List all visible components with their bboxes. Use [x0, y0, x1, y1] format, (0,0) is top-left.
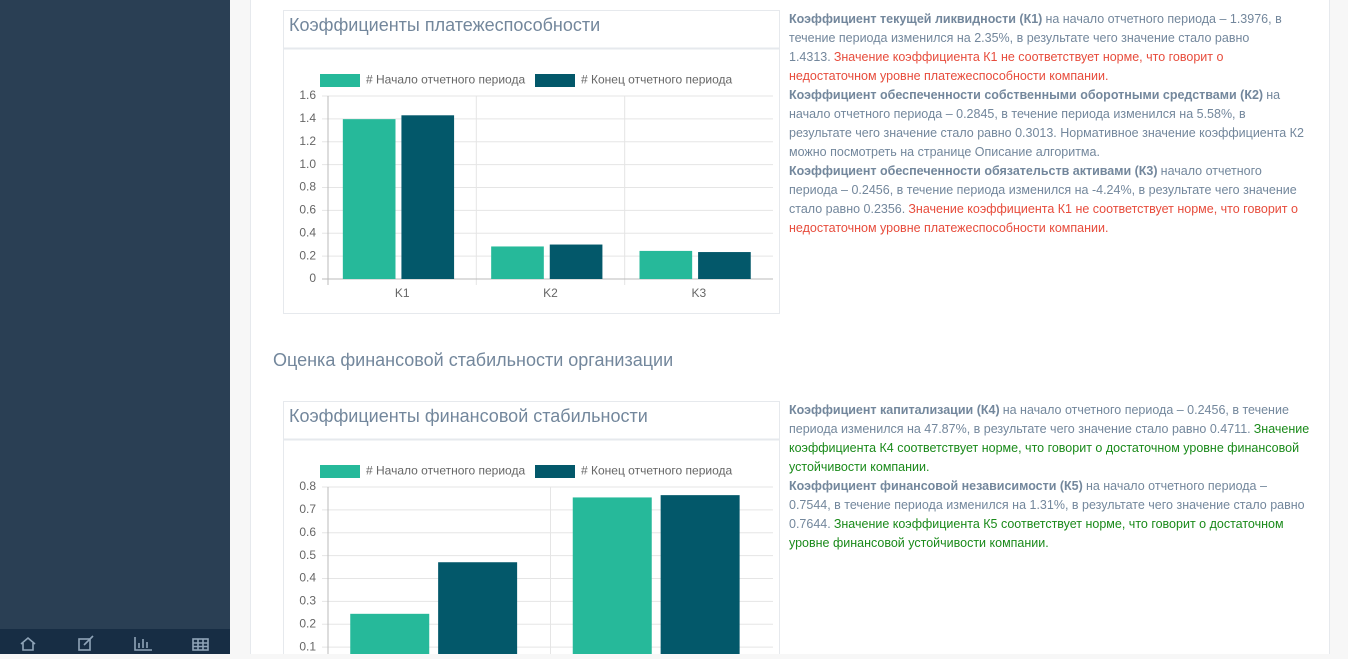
norm-warning: Значение коэффициента К1 не соответствуе… — [789, 50, 1224, 83]
bar — [698, 252, 751, 279]
legend-label: # Начало отчетного периода — [366, 464, 525, 478]
y-tick-label: 0.5 — [299, 548, 316, 562]
y-tick-label: 0.2 — [299, 248, 316, 262]
description-block: Коэффициент капитализации (К4) на начало … — [789, 401, 1311, 553]
y-tick-label: 0.8 — [299, 180, 316, 194]
description-item: Коэффициент финансовой независимости (К5… — [789, 477, 1311, 553]
bar — [350, 613, 430, 654]
y-tick-label: 0.7 — [299, 502, 316, 516]
coefficient-text: начало отчетного периода – 0.2456, в теч… — [789, 164, 1297, 216]
sidebar — [0, 0, 230, 654]
coefficient-name: Коэффициент текущей ликвидности (К1) — [789, 12, 1043, 26]
y-tick-label: 0.2 — [299, 616, 316, 630]
bar — [401, 115, 455, 279]
norm-ok: Значение коэффициента К4 соответствует н… — [789, 422, 1310, 474]
norm-warning: Значение коэффициента К1 не соответствуе… — [789, 202, 1298, 235]
x-tick-label: K3 — [691, 286, 706, 300]
coefficient-text: на начало отчетного периода – 0.2456, в … — [789, 403, 1289, 436]
legend-label: # Начало отчетного периода — [366, 73, 525, 87]
home-icon[interactable] — [20, 636, 36, 651]
bar — [572, 497, 652, 654]
sidebar-footer — [0, 629, 230, 654]
bar — [639, 250, 693, 279]
y-tick-label: 0.4 — [299, 571, 316, 585]
bar — [438, 562, 518, 654]
y-tick-label: 1.4 — [299, 111, 316, 125]
y-tick-label: 1.0 — [299, 157, 316, 171]
bar — [660, 495, 740, 654]
coefficient-text: на начало отчетного периода – 0.2845, в … — [789, 88, 1304, 159]
chart-icon[interactable] — [134, 637, 152, 651]
norm-ok: Значение коэффициента К5 соответствует н… — [789, 517, 1284, 550]
description-item: Коэффициент капитализации (К4) на начало … — [789, 401, 1311, 477]
y-tick-label: 0.4 — [299, 225, 316, 239]
chart-card: Коэффициенты финансовой стабильности # На… — [283, 401, 780, 654]
table-icon[interactable] — [192, 638, 209, 651]
coefficient-text: на начало отчетного периода – 1.3976, в … — [789, 12, 1282, 64]
y-tick-label: 1.2 — [299, 134, 316, 148]
legend-swatch — [535, 74, 575, 87]
chart-title: Коэффициенты платежеспособности — [289, 15, 600, 35]
legend-label: # Конец отчетного периода — [581, 464, 732, 478]
y-tick-label: 0.6 — [299, 525, 316, 539]
legend-swatch — [320, 74, 360, 87]
coefficient-name: Коэффициент капитализации (К4) — [789, 403, 1000, 417]
description-item: Коэффициент обеспеченности собственными … — [789, 86, 1311, 162]
legend-label: # Конец отчетного периода — [581, 73, 732, 87]
section-heading: Оценка финансовой стабильности организац… — [273, 350, 674, 370]
bar — [549, 244, 603, 279]
x-tick-label: K2 — [543, 286, 558, 300]
bar — [342, 119, 396, 279]
y-tick-label: 0.6 — [299, 203, 316, 217]
chart-title: Коэффициенты финансовой стабильности — [289, 406, 648, 426]
y-tick-label: 1.6 — [299, 88, 316, 102]
legend-swatch — [320, 465, 360, 478]
y-tick-label: 0.3 — [299, 594, 316, 608]
chart-card: Коэффициенты платежеспособности # Начало … — [283, 10, 780, 314]
edit-icon[interactable] — [78, 635, 94, 651]
description-block: Коэффициент текущей ликвидности (К1) на н… — [789, 10, 1311, 238]
description-item: Коэффициент обеспеченности обязательств … — [789, 162, 1311, 238]
coefficient-name: Коэффициент финансовой независимости (К5… — [789, 479, 1083, 493]
coefficient-name: Коэффициент обеспеченности собственными … — [789, 88, 1264, 102]
coefficient-text: на начало отчетного периода – 0.7544, в … — [789, 479, 1305, 531]
x-tick-label: K1 — [395, 286, 410, 300]
y-tick-label: 0.1 — [299, 639, 316, 653]
y-tick-label: 0.8 — [299, 479, 316, 493]
description-item: Коэффициент текущей ликвидности (К1) на н… — [789, 10, 1311, 86]
footer-icons — [20, 635, 209, 651]
coefficient-name: Коэффициент обеспеченности обязательств … — [789, 164, 1158, 178]
y-tick-label: 0 — [309, 271, 316, 285]
legend-swatch — [535, 465, 575, 478]
bar — [491, 246, 544, 279]
